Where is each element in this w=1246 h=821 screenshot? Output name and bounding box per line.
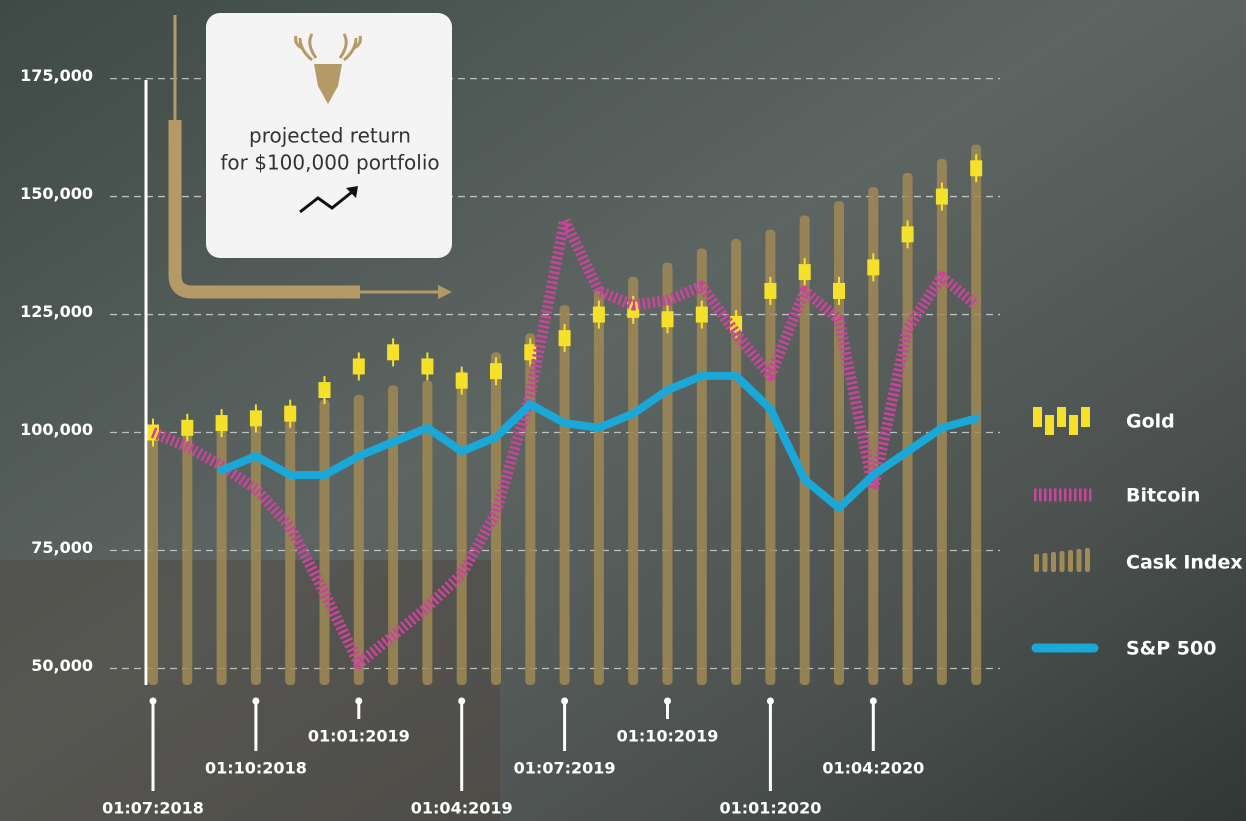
gold-candle [730, 315, 743, 332]
cask-bar [353, 394, 364, 685]
legend-label: Gold [1126, 411, 1175, 433]
gold-candle [970, 160, 983, 177]
x-tick-label: 01:10:2019 [617, 727, 719, 746]
bitcoin-line [150, 214, 980, 670]
legend: Gold Bitcoin Cask Index S&P 500 [1031, 407, 1243, 660]
y-tick-label: 175,000 [20, 66, 93, 85]
sp500-line [217, 371, 981, 512]
gold-candle [249, 410, 262, 427]
legend-swatch [1068, 550, 1073, 572]
gold-candle [284, 405, 297, 422]
gold-candle [935, 188, 948, 205]
gold-candle [524, 344, 537, 361]
cask-bar [936, 158, 947, 686]
y-tick-label: 125,000 [20, 302, 93, 321]
legend-swatch [1076, 549, 1082, 572]
legend-swatch [1034, 554, 1039, 572]
trend-icon-head [346, 186, 358, 198]
cask-bar [696, 248, 707, 685]
cask-bar [868, 187, 879, 685]
legend-label: S&P 500 [1126, 638, 1216, 660]
legend-swatch [1057, 407, 1066, 427]
gold-candle [798, 264, 811, 281]
annotation-line: for $100,000 portfolio [220, 151, 439, 175]
cask-bar [456, 371, 467, 685]
annotation-line: projected return [249, 124, 411, 148]
x-tick-label: 01:07:2019 [514, 759, 616, 778]
legend-label: Cask Index [1126, 552, 1243, 574]
gold-candle [318, 382, 331, 399]
cask-bar [216, 418, 227, 685]
cask-bar [765, 229, 776, 685]
y-tick-label: 100,000 [20, 420, 93, 439]
gold-candle [695, 306, 708, 323]
gold-candle [387, 344, 400, 361]
gold-candle [215, 415, 228, 432]
x-tick-label: 01:04:2019 [411, 799, 513, 818]
gold-candle [421, 358, 434, 375]
cask-bar [799, 215, 810, 685]
cask-bar [285, 408, 296, 685]
gold-candle [833, 282, 845, 299]
x-tick-label: 01:04:2020 [822, 759, 924, 778]
cask-bar [628, 276, 639, 685]
gold-candle [592, 306, 605, 323]
gold-candle [661, 311, 674, 328]
legend-swatch [1033, 407, 1042, 427]
legend-swatch [1051, 552, 1056, 572]
cask-bar [902, 172, 913, 685]
gold-candle [181, 419, 194, 436]
cask-bar [148, 432, 158, 685]
y-tick-label: 150,000 [20, 184, 93, 203]
stag-icon [294, 33, 362, 104]
cask-bar [593, 290, 604, 685]
gold-candle [558, 330, 571, 347]
legend-label: Bitcoin [1126, 485, 1200, 507]
gold-candle [455, 372, 468, 389]
x-tick-label: 01:01:2019 [308, 727, 410, 746]
cask-bar [182, 423, 193, 685]
cask-bar [319, 399, 330, 685]
callout-box [206, 13, 452, 258]
cask-bar [731, 239, 742, 686]
cask-bar [834, 201, 844, 686]
legend-swatch [1042, 553, 1048, 572]
gold-candle [901, 226, 914, 243]
legend-swatch [1081, 407, 1090, 427]
trend-icon [299, 190, 353, 214]
cask-bar [662, 262, 673, 685]
gold-candle [352, 358, 365, 375]
callout-arrow-thick [168, 120, 360, 299]
gold-candle [490, 363, 502, 380]
gold-candle [764, 282, 777, 299]
legend-swatch [1045, 415, 1054, 435]
background-shade [0, 560, 500, 821]
y-tick-label: 50,000 [31, 656, 93, 675]
legend-swatch [1085, 548, 1090, 572]
cask-bar [388, 385, 399, 685]
cask-bar [559, 305, 570, 685]
x-tick-label: 01:10:2018 [205, 759, 307, 778]
x-tick-label: 01:01:2020 [719, 799, 821, 818]
plot-area [110, 77, 1000, 686]
legend-swatch [1069, 415, 1078, 435]
x-tick-label: 01:07:2018 [102, 799, 204, 818]
gold-candle [867, 259, 880, 276]
callout-arrow-head [438, 285, 452, 299]
y-tick-label: 75,000 [31, 538, 93, 557]
legend-swatch [1059, 551, 1065, 572]
